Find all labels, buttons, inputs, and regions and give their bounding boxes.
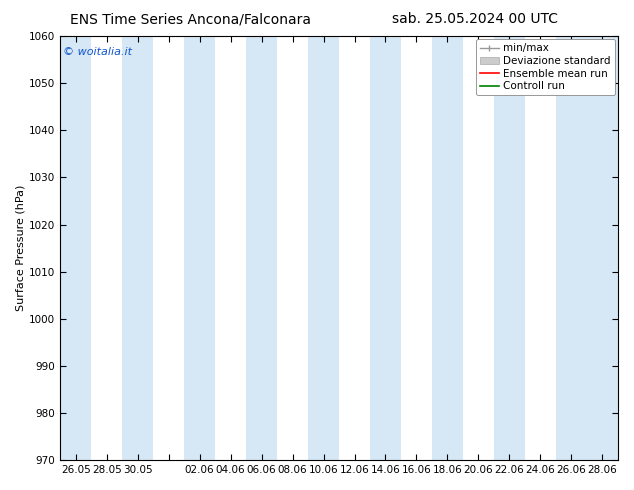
- Bar: [432, 36, 463, 460]
- Text: © woitalia.it: © woitalia.it: [63, 47, 132, 57]
- Y-axis label: Surface Pressure (hPa): Surface Pressure (hPa): [15, 185, 25, 311]
- Text: ENS Time Series Ancona/Falconara: ENS Time Series Ancona/Falconara: [70, 12, 311, 26]
- Text: sab. 25.05.2024 00 UTC: sab. 25.05.2024 00 UTC: [392, 12, 559, 26]
- Bar: [246, 36, 277, 460]
- Legend: min/max, Deviazione standard, Ensemble mean run, Controll run: min/max, Deviazione standard, Ensemble m…: [476, 39, 614, 96]
- Bar: [60, 36, 91, 460]
- Bar: [184, 36, 215, 460]
- Bar: [494, 36, 525, 460]
- Bar: [556, 36, 587, 460]
- Bar: [308, 36, 339, 460]
- Bar: [587, 36, 618, 460]
- Bar: [370, 36, 401, 460]
- Bar: [122, 36, 153, 460]
